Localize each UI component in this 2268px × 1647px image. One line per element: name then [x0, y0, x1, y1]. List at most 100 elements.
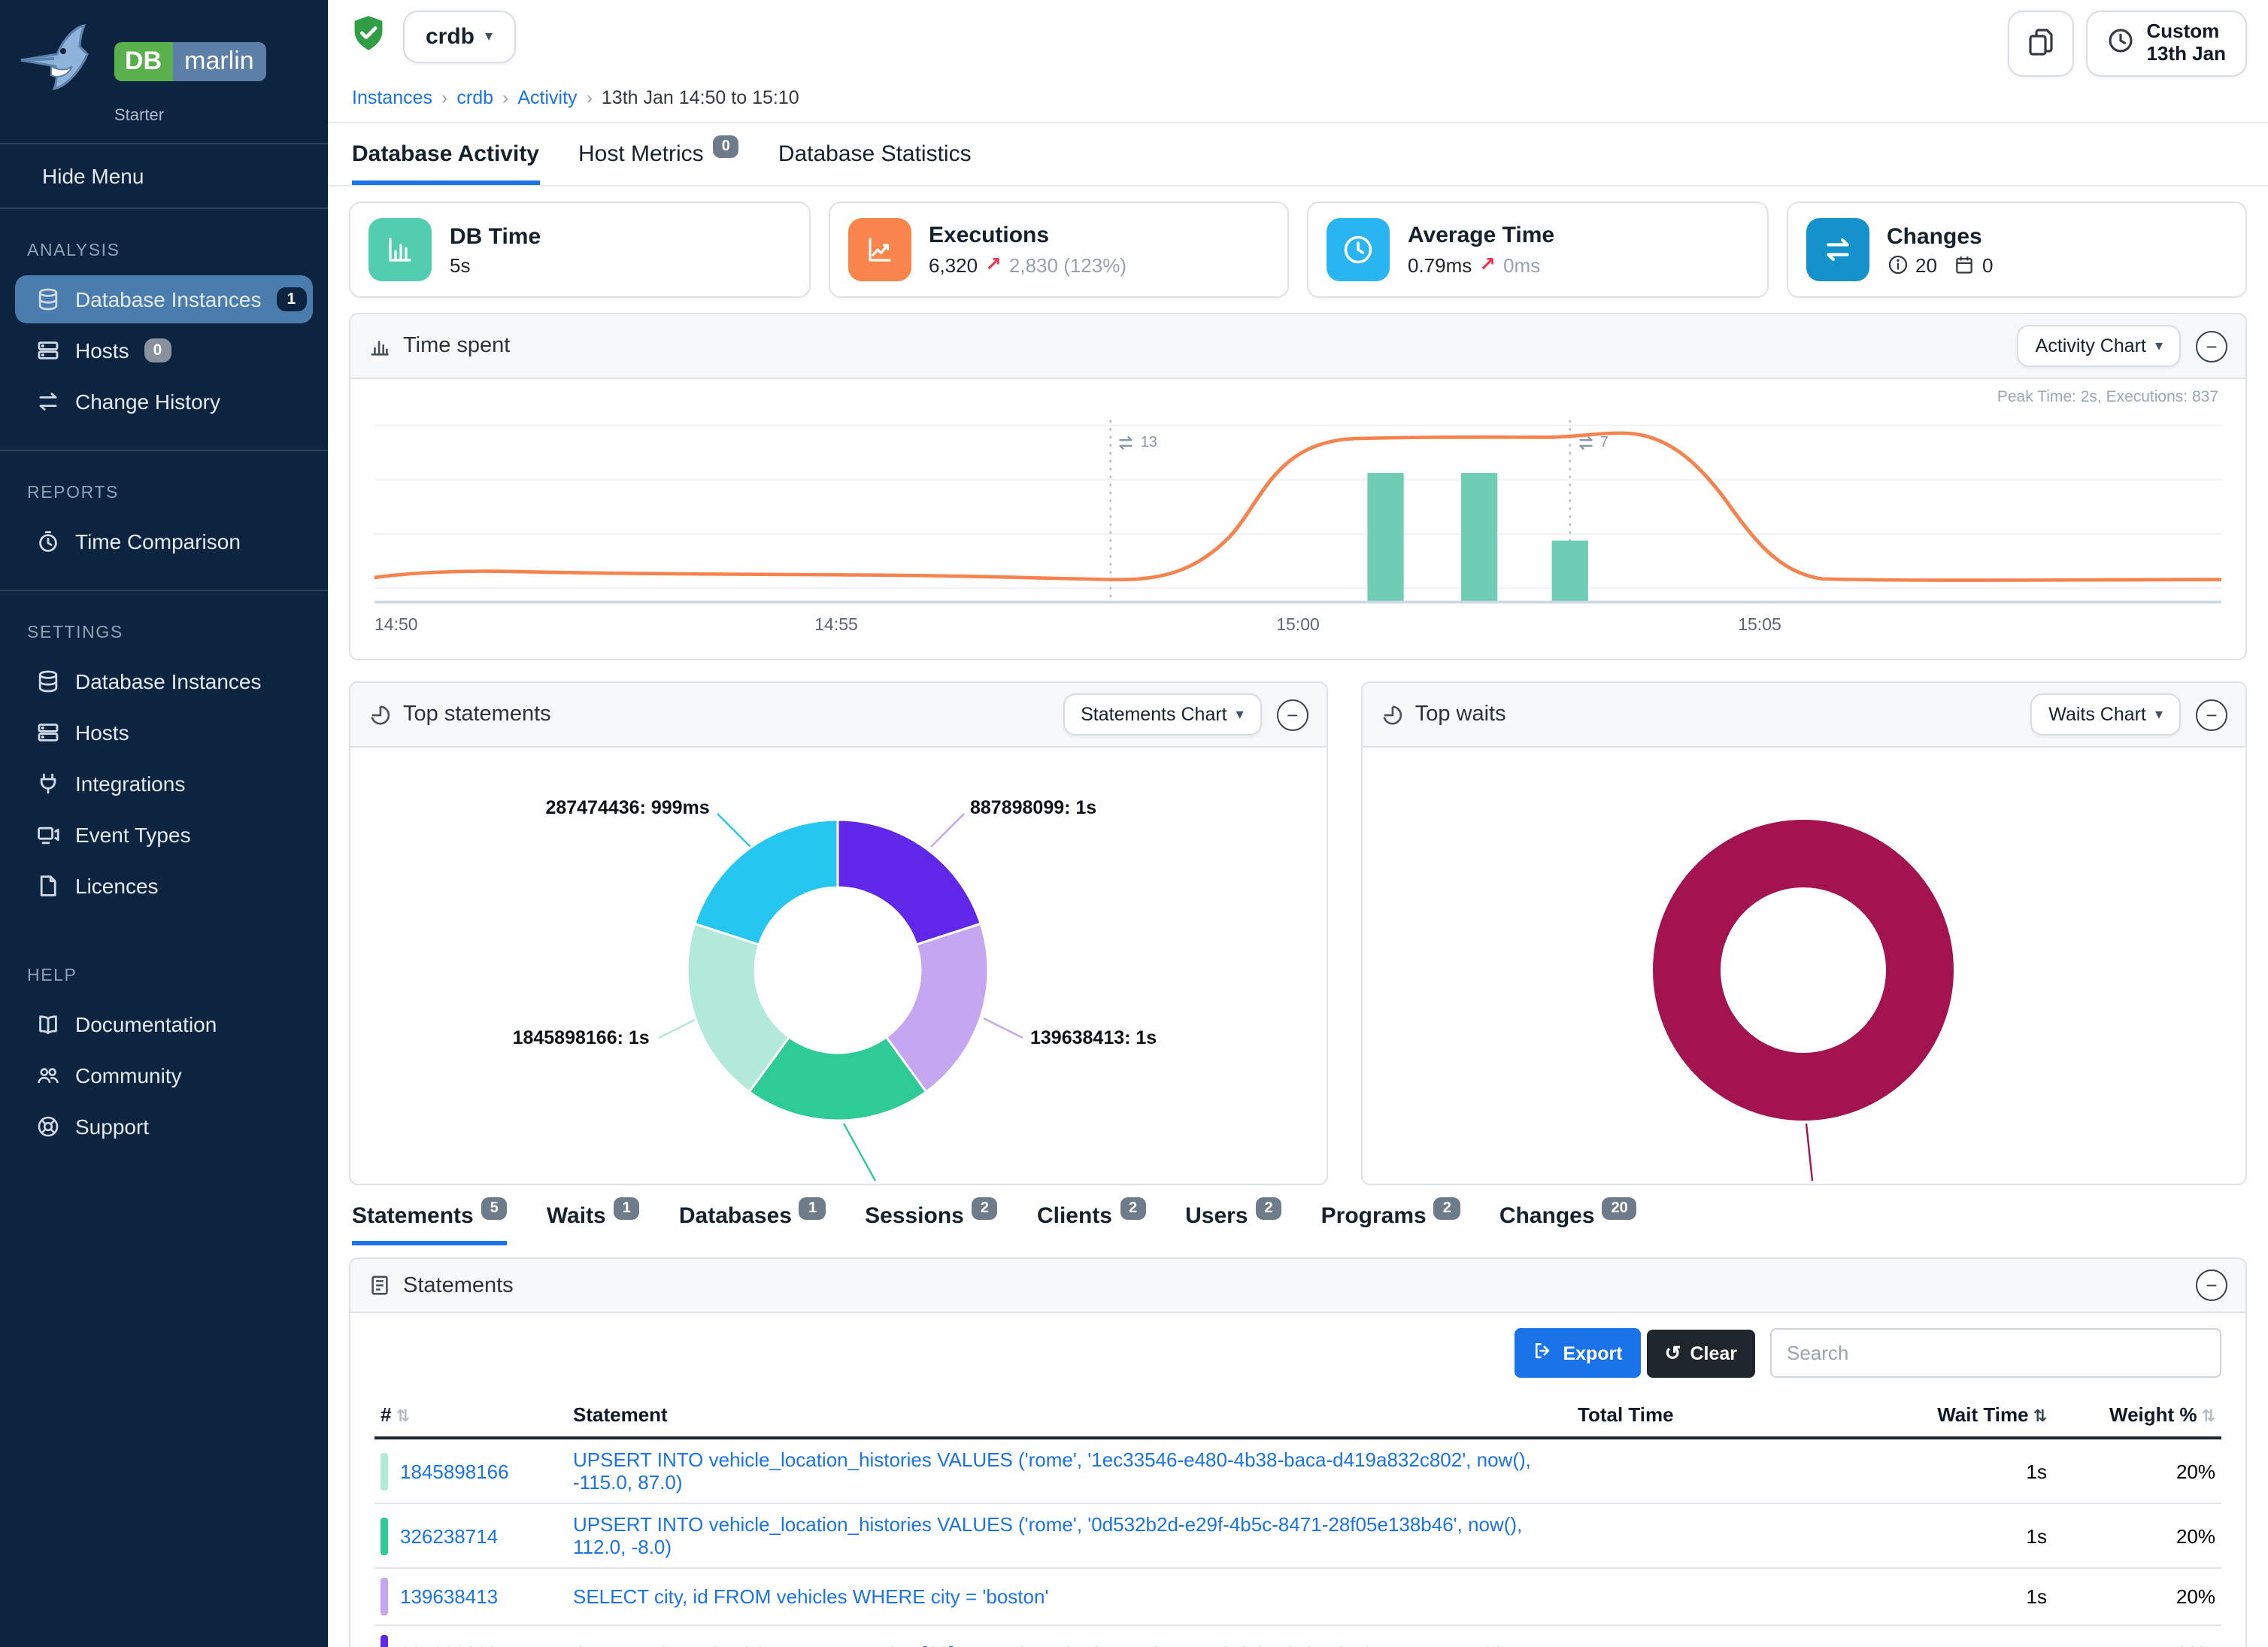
sidebar-item-hosts[interactable]: Hosts 0	[15, 326, 313, 375]
tab-database-activity[interactable]: Database Activity	[352, 141, 539, 185]
statement-link[interactable]: SELECT city, id FROM vehicles WHERE city…	[573, 1585, 1049, 1608]
brand-marlin: marlin	[172, 42, 266, 81]
weight-value: 20%	[2053, 1625, 2221, 1647]
chevron-down-icon: ▾	[2154, 338, 2163, 354]
change-count: 13	[1140, 435, 1157, 451]
collapse-panel-button[interactable]: −	[2196, 699, 2227, 730]
statement-id-link[interactable]: 887898099	[400, 1642, 498, 1647]
card-delta: 0ms	[1503, 253, 1541, 276]
col-header-id[interactable]: # ⇅	[374, 1393, 567, 1439]
sidebar-item-event-types[interactable]: Event Types	[15, 811, 313, 859]
chart-summary: Peak Time: 2s, Executions: 837	[1997, 388, 2218, 406]
sidebar-item-support[interactable]: Support	[15, 1103, 313, 1151]
statements-chart-select[interactable]: Statements Chart ▾	[1063, 693, 1262, 736]
col-header-weight[interactable]: Weight % ⇅	[2053, 1393, 2221, 1439]
tab-host-metrics[interactable]: Host Metrics 0	[578, 135, 739, 185]
sidebar-item-community[interactable]: Community	[15, 1051, 313, 1100]
wait-time-value: 1s	[1797, 1625, 2053, 1647]
collapse-panel-button[interactable]: −	[1276, 699, 1308, 730]
sidebar-item-settings-hosts[interactable]: Hosts	[15, 708, 313, 757]
swap-arrows-icon	[1806, 218, 1869, 281]
table-row: 1845898166 UPSERT INTO vehicle_location_…	[374, 1438, 2221, 1504]
sidebar-item-settings-database-instances[interactable]: Database Instances	[15, 657, 313, 705]
section-title: SETTINGS	[27, 624, 123, 642]
time-range-button[interactable]: Custom 13th Jan	[2086, 11, 2247, 77]
tab-databases[interactable]: Databases 1	[679, 1197, 826, 1245]
activity-chart-select[interactable]: Activity Chart ▾	[2017, 325, 2181, 367]
section-title: HELP	[27, 967, 77, 985]
sidebar-item-database-instances[interactable]: Database Instances 1	[15, 275, 313, 323]
tab-users[interactable]: Users 2	[1185, 1197, 1282, 1245]
count-badge: 1	[276, 287, 307, 311]
sidebar-item-change-history[interactable]: Change History	[15, 378, 313, 426]
col-header-total-time[interactable]: Total Time	[1572, 1393, 1797, 1439]
sidebar-item-label: Hosts	[75, 720, 129, 745]
tab-programs[interactable]: Programs 2	[1321, 1197, 1460, 1245]
panel-title: Statements	[403, 1273, 514, 1297]
sidebar-item-label: Database Instances	[75, 669, 262, 693]
statement-id-link[interactable]: 326238714	[400, 1524, 499, 1547]
tab-changes[interactable]: Changes 20	[1499, 1197, 1637, 1245]
sidebar-item-label: Time Comparison	[75, 529, 241, 554]
sidebar-item-time-comparison[interactable]: Time Comparison	[15, 517, 313, 566]
top-statements-chart[interactable]: 287474436: 999ms 887898099: 1s 139638413…	[350, 748, 1327, 1184]
series-color-chip	[381, 1452, 388, 1490]
copy-link-button[interactable]	[2008, 11, 2075, 77]
sidebar-item-label: Database Instances	[75, 287, 262, 311]
clear-button[interactable]: ↺ Clear	[1646, 1329, 1755, 1377]
statement-link[interactable]: UPSERT INTO vehicle_location_histories V…	[573, 1513, 1523, 1558]
health-shield-icon	[349, 14, 388, 60]
tab-statements[interactable]: Statements 5	[352, 1197, 508, 1245]
statement-id-link[interactable]: 1845898166	[400, 1460, 509, 1482]
change-marker[interactable]: 13	[1117, 433, 1157, 453]
sidebar-item-licences[interactable]: Licences	[15, 862, 313, 910]
table-row: 326238714 UPSERT INTO vehicle_location_h…	[374, 1503, 2221, 1569]
top-statements-panel: Top statements Statements Chart ▾ −	[349, 681, 1328, 1185]
search-input[interactable]	[1770, 1328, 2221, 1378]
breadcrumb-instances[interactable]: Instances	[352, 87, 433, 108]
sidebar-item-label: Event Types	[75, 823, 191, 847]
time-spent-chart[interactable]: 13 7	[374, 412, 2221, 611]
sidebar-item-integrations[interactable]: Integrations	[15, 760, 313, 808]
statement-link[interactable]: UPSERT INTO vehicle_location_histories V…	[573, 1448, 1531, 1494]
collapse-panel-button[interactable]: −	[2196, 330, 2227, 362]
changes-event-count: 0	[1981, 253, 1994, 276]
plug-icon	[36, 772, 60, 796]
breadcrumb-crdb[interactable]: crdb	[456, 87, 494, 108]
pie-chart-icon	[368, 703, 391, 726]
statement-doc-icon	[368, 1274, 391, 1297]
breadcrumb-activity[interactable]: Activity	[517, 87, 578, 108]
undo-icon: ↺	[1664, 1341, 1681, 1363]
hide-menu-button[interactable]: Hide Menu	[0, 144, 328, 209]
tab-database-statistics[interactable]: Database Statistics	[778, 141, 972, 167]
x-axis-labels: 14:50 14:55 15:00 15:05	[374, 617, 1781, 635]
breadcrumb-current-range: 13th Jan 14:50 to 15:10	[601, 87, 799, 108]
col-header-statement[interactable]: Statement	[567, 1393, 1572, 1439]
slice-label-executing: executing: 5s	[1820, 1184, 1940, 1185]
card-title: Executions	[929, 223, 1050, 248]
brand-logo: DB marlin Starter	[0, 0, 328, 144]
statement-link[interactable]: CREATE STATISTICS __auto__ FROM [63] WIT…	[573, 1642, 1518, 1647]
tab-waits[interactable]: Waits 1	[547, 1197, 640, 1245]
card-value: 6,320	[929, 253, 978, 276]
collapse-panel-button[interactable]: −	[2196, 1269, 2227, 1301]
chevron-down-icon: ▾	[1236, 706, 1244, 723]
top-waits-chart[interactable]: executing: 5s	[1363, 748, 2245, 1184]
sidebar: DB marlin Starter Hide Menu ANALYSIS Data…	[0, 0, 328, 1647]
waits-chart-select[interactable]: Waits Chart ▾	[2030, 693, 2181, 736]
statement-id-link[interactable]: 139638413	[400, 1585, 499, 1608]
tab-clients[interactable]: Clients 2	[1037, 1197, 1147, 1245]
change-marker[interactable]: 7	[1576, 433, 1609, 453]
export-button[interactable]: Export	[1515, 1328, 1641, 1378]
sidebar-section-help: HELP Documentation Community Support	[0, 934, 328, 1175]
card-changes: Changes 20 0	[1786, 202, 2247, 298]
sidebar-item-label: Support	[75, 1115, 150, 1139]
chevron-down-icon: ▾	[2154, 706, 2163, 723]
slice-label-326238714: 326238714: 1s	[729, 1184, 856, 1185]
section-title: REPORTS	[27, 484, 119, 502]
sidebar-item-documentation[interactable]: Documentation	[15, 1000, 313, 1048]
instance-selector[interactable]: crdb ▾	[403, 11, 516, 63]
tab-sessions[interactable]: Sessions 2	[865, 1197, 998, 1245]
col-header-wait-time[interactable]: Wait Time ⇅	[1797, 1393, 2053, 1439]
